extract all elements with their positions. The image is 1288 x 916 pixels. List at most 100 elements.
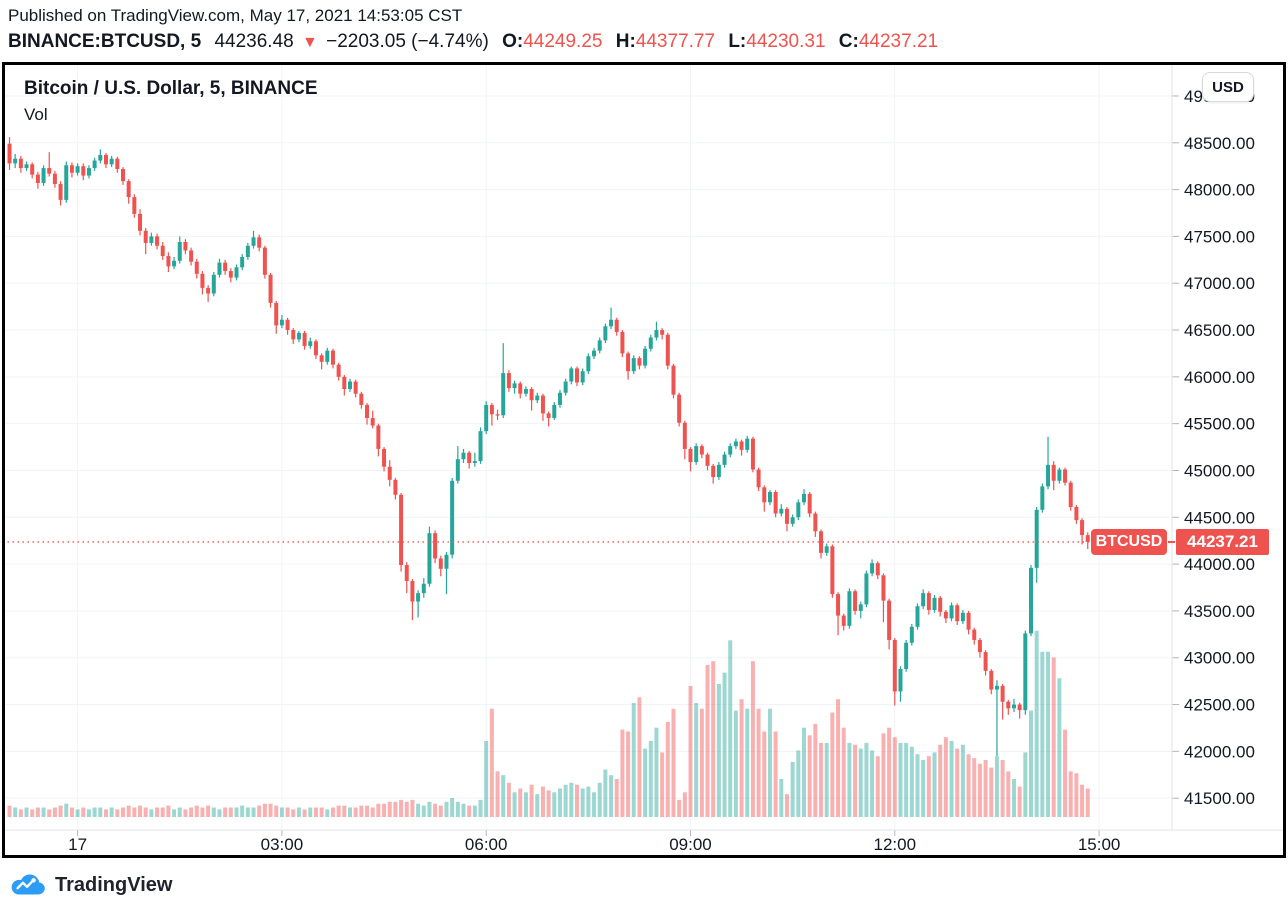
volume-bar [665, 722, 670, 817]
volume-bar [1068, 771, 1073, 817]
volume-bar [313, 807, 318, 817]
candle-body [904, 642, 909, 669]
candle-body [319, 355, 324, 362]
candle-body [433, 533, 438, 559]
volume-bar [13, 807, 18, 817]
candle-body [291, 330, 296, 340]
volume-bar [7, 805, 12, 817]
candle-body [421, 583, 426, 594]
volume-bar [819, 742, 824, 817]
volume-bar [319, 807, 324, 817]
volume-bar [234, 807, 239, 817]
candle-body [637, 358, 642, 366]
time-axis-label: 09:00 [669, 835, 712, 854]
volume-bar [1006, 771, 1011, 817]
volume-bar [836, 699, 841, 817]
volume-bar [904, 742, 909, 817]
volume-bar [943, 737, 948, 817]
volume-bar [353, 807, 358, 817]
price-axis-label: 48000.00 [1184, 181, 1255, 200]
volume-bar [359, 805, 364, 817]
candle-body [64, 165, 69, 200]
candle-body [603, 326, 608, 341]
candle-body [52, 173, 57, 184]
candle-body [183, 242, 188, 251]
volume-bar [643, 748, 648, 817]
volume-bar [325, 809, 330, 817]
candle-body [92, 160, 97, 169]
price-change: −2203.05 (−4.74%) [326, 31, 489, 52]
volume-bar [898, 742, 903, 817]
open-value: 44249.25 [523, 31, 603, 52]
candle-body [807, 493, 812, 514]
candle-body [489, 404, 494, 415]
volume-bar [773, 731, 778, 817]
candle-body [983, 652, 988, 671]
candle-body [376, 425, 381, 449]
volume-bar [47, 809, 52, 817]
tradingview-logo[interactable]: TradingView [8, 872, 172, 898]
volume-bar [228, 807, 233, 817]
volume-bar [875, 756, 880, 817]
volume-bar [563, 784, 568, 817]
candle-body [1057, 469, 1062, 481]
volume-bar [336, 805, 341, 817]
volume-bar [972, 758, 977, 817]
volume-bar [24, 807, 29, 817]
candle-body [285, 319, 290, 331]
volume-bar [535, 794, 540, 817]
volume-bar [512, 792, 517, 817]
candle-body [427, 533, 432, 584]
volume-bar [626, 731, 631, 817]
candle-body [24, 164, 29, 169]
time-axis-label: 17 [68, 835, 87, 854]
volume-bar [438, 805, 443, 817]
volume-bar [847, 742, 852, 817]
chart-legend: Bitcoin / U.S. Dollar, 5, BINANCE Vol [24, 78, 318, 125]
volume-bar [1074, 773, 1079, 817]
candle-body [881, 575, 886, 601]
volume-bar [330, 807, 335, 817]
candle-body [132, 197, 137, 214]
volume-bar [302, 809, 307, 817]
volume-bar [932, 752, 937, 817]
candle-body [705, 454, 710, 466]
volume-bar [864, 742, 869, 817]
volume-bar [138, 805, 143, 817]
volume-bar [217, 809, 222, 817]
candle-body [58, 183, 63, 200]
currency-toggle-button[interactable]: USD [1202, 72, 1254, 102]
candle-body [609, 319, 614, 327]
candle-body [745, 438, 750, 450]
candle-body [921, 593, 926, 607]
candle-body [126, 181, 131, 198]
volume-bar [240, 805, 245, 817]
candle-body [728, 446, 733, 455]
volume-bar [177, 807, 182, 817]
candle-body [750, 438, 755, 470]
volume-bar [1017, 786, 1022, 817]
candle-body [13, 158, 18, 164]
candle-body [790, 517, 795, 524]
candle-body [892, 639, 897, 692]
candle-body [518, 383, 523, 394]
chart-title[interactable]: Bitcoin / U.S. Dollar, 5, BINANCE [24, 78, 318, 99]
candle-body [416, 593, 421, 602]
candle-body [819, 531, 824, 553]
candle-body [926, 593, 931, 610]
volume-bar [597, 782, 602, 817]
candle-body [211, 274, 216, 294]
volume-bar [268, 803, 273, 817]
candle-body [665, 334, 670, 366]
volume-bar [518, 788, 523, 817]
volume-bar [404, 801, 409, 817]
candle-body [484, 404, 489, 432]
volume-bar [688, 685, 693, 817]
volume-bar [433, 803, 438, 817]
volume-indicator-label[interactable]: Vol [24, 105, 48, 124]
candle-body [870, 563, 875, 574]
volume-bar [1000, 760, 1005, 817]
volume-bar [994, 756, 999, 817]
candle-body [467, 452, 472, 463]
